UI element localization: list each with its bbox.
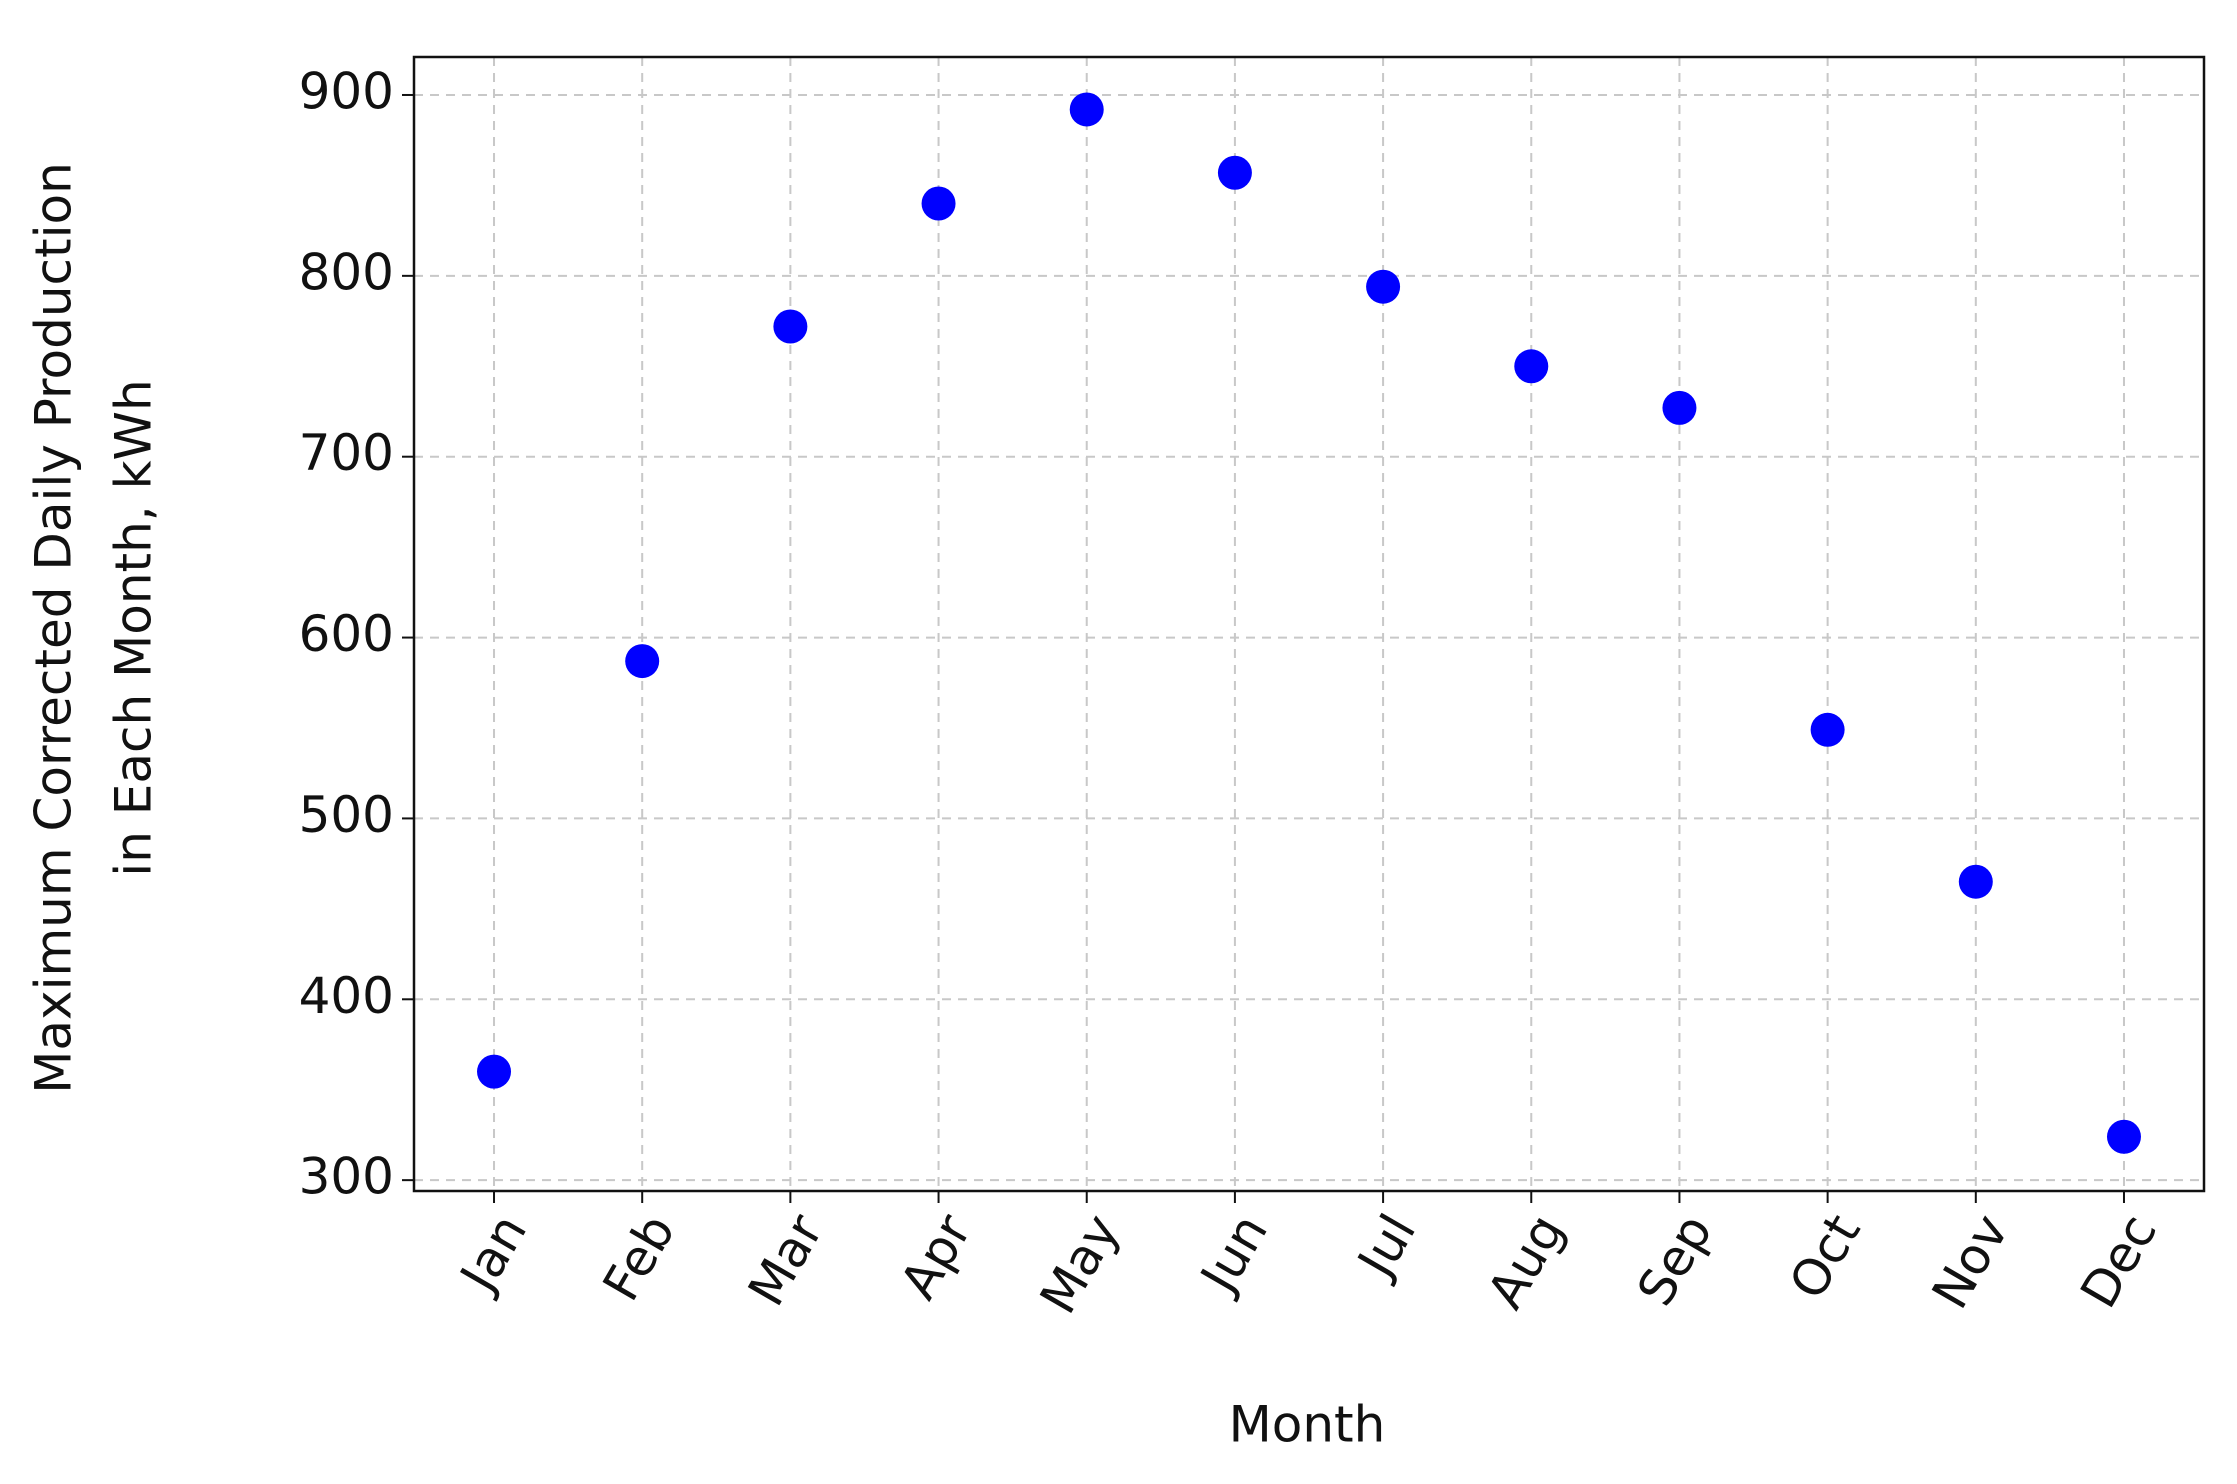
x-tick-label: Dec (2069, 1205, 2168, 1318)
x-tick-label: May (1029, 1205, 1131, 1324)
x-axis-label: Month (1229, 1396, 1386, 1454)
point (1958, 864, 1993, 899)
x-tick-label: Jan (448, 1205, 538, 1303)
x-tick-label: Nov (1921, 1205, 2020, 1319)
point (477, 1054, 512, 1089)
y-tick-label: 500 (299, 786, 394, 844)
y-tick-label: 300 (299, 1148, 394, 1206)
point (1810, 712, 1845, 747)
point (2106, 1119, 2141, 1154)
y-tick-label: 700 (299, 424, 394, 482)
y-tick-label: 800 (299, 243, 394, 301)
x-tick-label: Apr (889, 1204, 983, 1308)
y-tick-label: 600 (299, 605, 394, 663)
y-axis-label: in Each Month, kWh (105, 379, 163, 876)
x-tick-label: Feb (592, 1205, 686, 1311)
x-tick-label: Sep (1626, 1205, 1723, 1316)
point (1366, 269, 1401, 304)
point (1514, 349, 1549, 384)
point (921, 186, 956, 221)
point (1069, 92, 1104, 127)
x-tick-label: Jul (1345, 1205, 1427, 1289)
y-tick-label: 400 (299, 967, 394, 1025)
point (1217, 155, 1252, 190)
x-tick-label: Mar (737, 1204, 835, 1315)
x-tick-label: Oct (1778, 1205, 1871, 1309)
point (625, 644, 660, 679)
point (773, 309, 808, 344)
x-tick-label: Aug (1476, 1205, 1575, 1319)
x-tick-label: Jun (1188, 1205, 1279, 1304)
point (1662, 390, 1697, 425)
y-axis-label: Maximum Corrected Daily Production (25, 162, 83, 1094)
y-tick-label: 900 (299, 62, 394, 120)
plot-frame (412, 55, 2206, 1193)
